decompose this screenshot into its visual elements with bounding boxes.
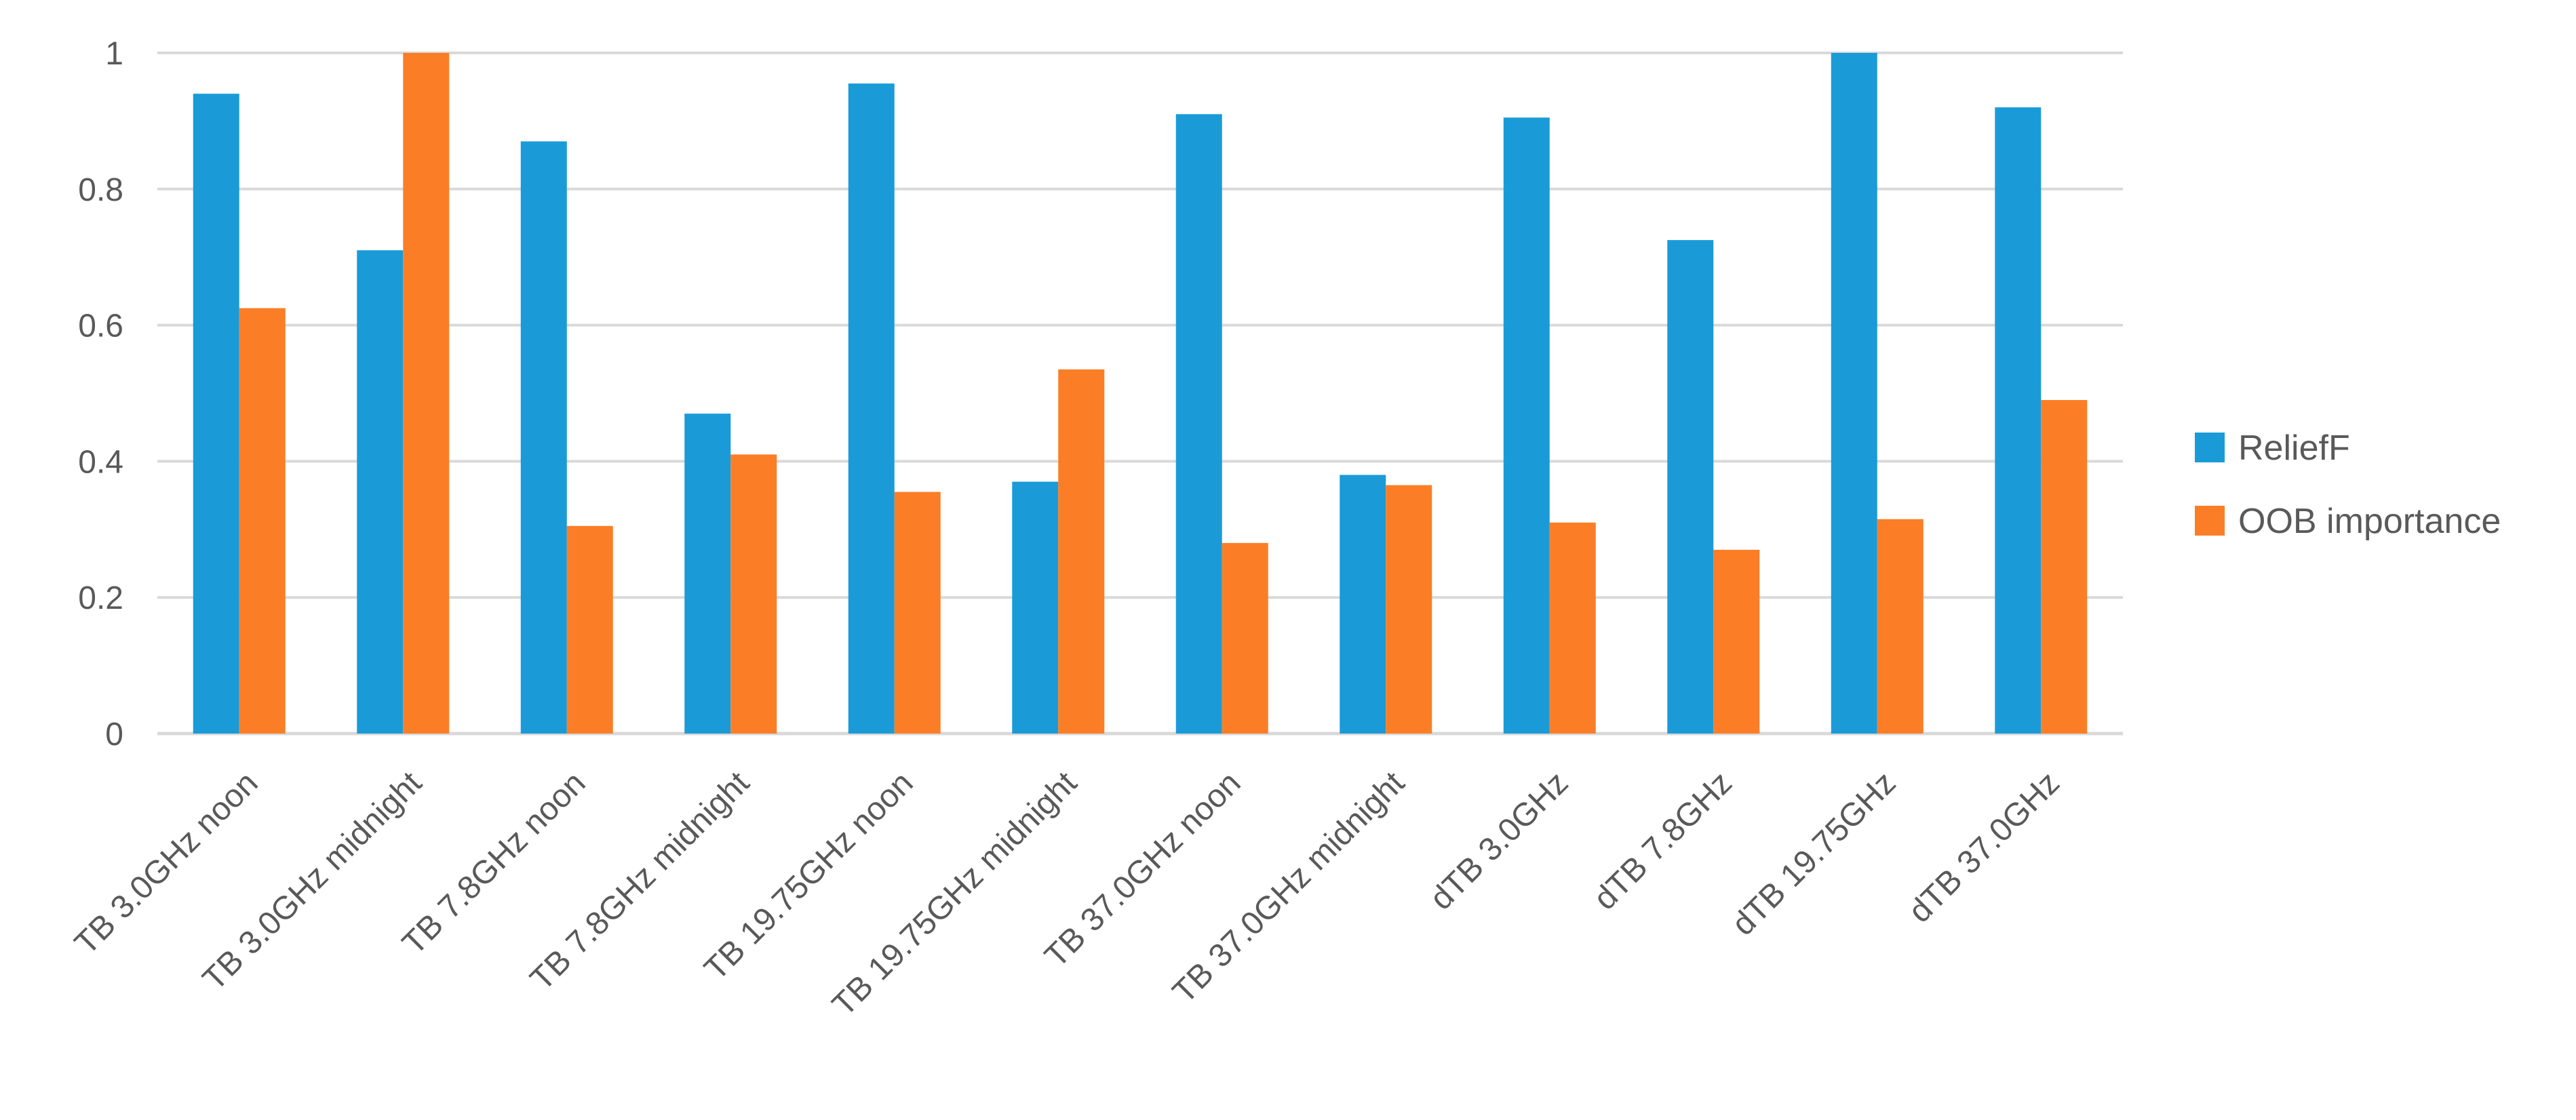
bar-relieff	[1831, 53, 1877, 734]
bar-oob-importance	[2041, 400, 2088, 734]
bar-oob-importance	[1222, 542, 1268, 734]
y-tick-label: 0.8	[78, 172, 123, 208]
bar-relieff	[1340, 475, 1386, 734]
legend-label-oob-importance: OOB importance	[2238, 502, 2501, 541]
y-tick-label: 0.6	[78, 308, 123, 344]
bar-oob-importance	[1549, 522, 1596, 734]
bar-relieff	[357, 250, 404, 734]
bar-oob-importance	[239, 308, 286, 734]
bar-relieff	[848, 83, 895, 734]
bar-oob-importance	[403, 53, 450, 734]
x-tick-label: dTB 3.0GHz	[1423, 765, 1575, 917]
y-tick-label: 0	[105, 717, 123, 753]
y-tick-label: 0.2	[78, 580, 123, 616]
x-tick-label: dTB 37.0GHz	[1902, 765, 2067, 929]
legend-swatch-oob-importance	[2195, 506, 2225, 536]
bar-oob-importance	[1386, 485, 1432, 734]
x-tick-label: dTB 19.75GHz	[1725, 765, 1903, 942]
legend: ReliefF OOB importance	[2195, 428, 2501, 541]
bar-relieff	[1667, 240, 1714, 734]
gridlines	[157, 52, 2123, 736]
y-tick-label: 0.4	[78, 444, 123, 480]
bar-oob-importance	[1713, 549, 1760, 734]
bar-oob-importance	[566, 525, 613, 734]
bar-relieff	[520, 141, 567, 734]
bar-relieff	[1175, 114, 1222, 734]
bars	[193, 53, 2088, 734]
legend-label-relieff: ReliefF	[2238, 428, 2350, 468]
bar-relieff	[1995, 107, 2042, 734]
x-tick-label: dTB 7.8GHz	[1587, 765, 1739, 917]
bar-oob-importance	[1058, 369, 1105, 734]
bar-relieff	[684, 414, 731, 734]
bar-relieff	[1503, 117, 1550, 734]
bar-oob-importance	[1877, 519, 1924, 734]
y-tick-label: 1	[105, 36, 123, 72]
bar-oob-importance	[730, 454, 777, 734]
bar-oob-importance	[894, 492, 941, 734]
bar-relieff	[193, 94, 239, 734]
legend-swatch-relieff	[2195, 433, 2225, 462]
y-axis-ticks: 0 0.2 0.4 0.6 0.8 1	[78, 36, 123, 753]
bar-relieff	[1012, 481, 1059, 734]
